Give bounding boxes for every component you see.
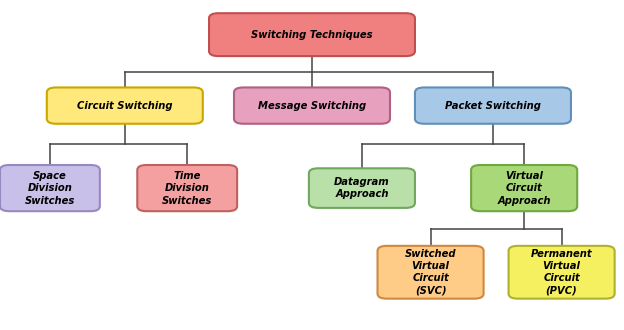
FancyBboxPatch shape bbox=[471, 165, 577, 211]
FancyBboxPatch shape bbox=[0, 165, 100, 211]
FancyBboxPatch shape bbox=[47, 87, 203, 124]
FancyBboxPatch shape bbox=[309, 168, 415, 208]
Text: Packet Switching: Packet Switching bbox=[445, 101, 541, 111]
Text: Datagram
Approach: Datagram Approach bbox=[334, 177, 390, 199]
Text: Virtual
Circuit
Approach: Virtual Circuit Approach bbox=[497, 171, 551, 206]
Text: Switching Techniques: Switching Techniques bbox=[251, 30, 373, 40]
FancyBboxPatch shape bbox=[209, 13, 415, 56]
FancyBboxPatch shape bbox=[509, 246, 615, 299]
FancyBboxPatch shape bbox=[137, 165, 237, 211]
Text: Circuit Switching: Circuit Switching bbox=[77, 101, 173, 111]
Text: Time
Division
Switches: Time Division Switches bbox=[162, 171, 212, 206]
FancyBboxPatch shape bbox=[234, 87, 390, 124]
FancyBboxPatch shape bbox=[415, 87, 571, 124]
Text: Space
Division
Switches: Space Division Switches bbox=[25, 171, 75, 206]
Text: Message Switching: Message Switching bbox=[258, 101, 366, 111]
Text: Permanent
Virtual
Circuit
(PVC): Permanent Virtual Circuit (PVC) bbox=[531, 248, 592, 296]
Text: Switched
Virtual
Circuit
(SVC): Switched Virtual Circuit (SVC) bbox=[405, 248, 456, 296]
FancyBboxPatch shape bbox=[378, 246, 484, 299]
